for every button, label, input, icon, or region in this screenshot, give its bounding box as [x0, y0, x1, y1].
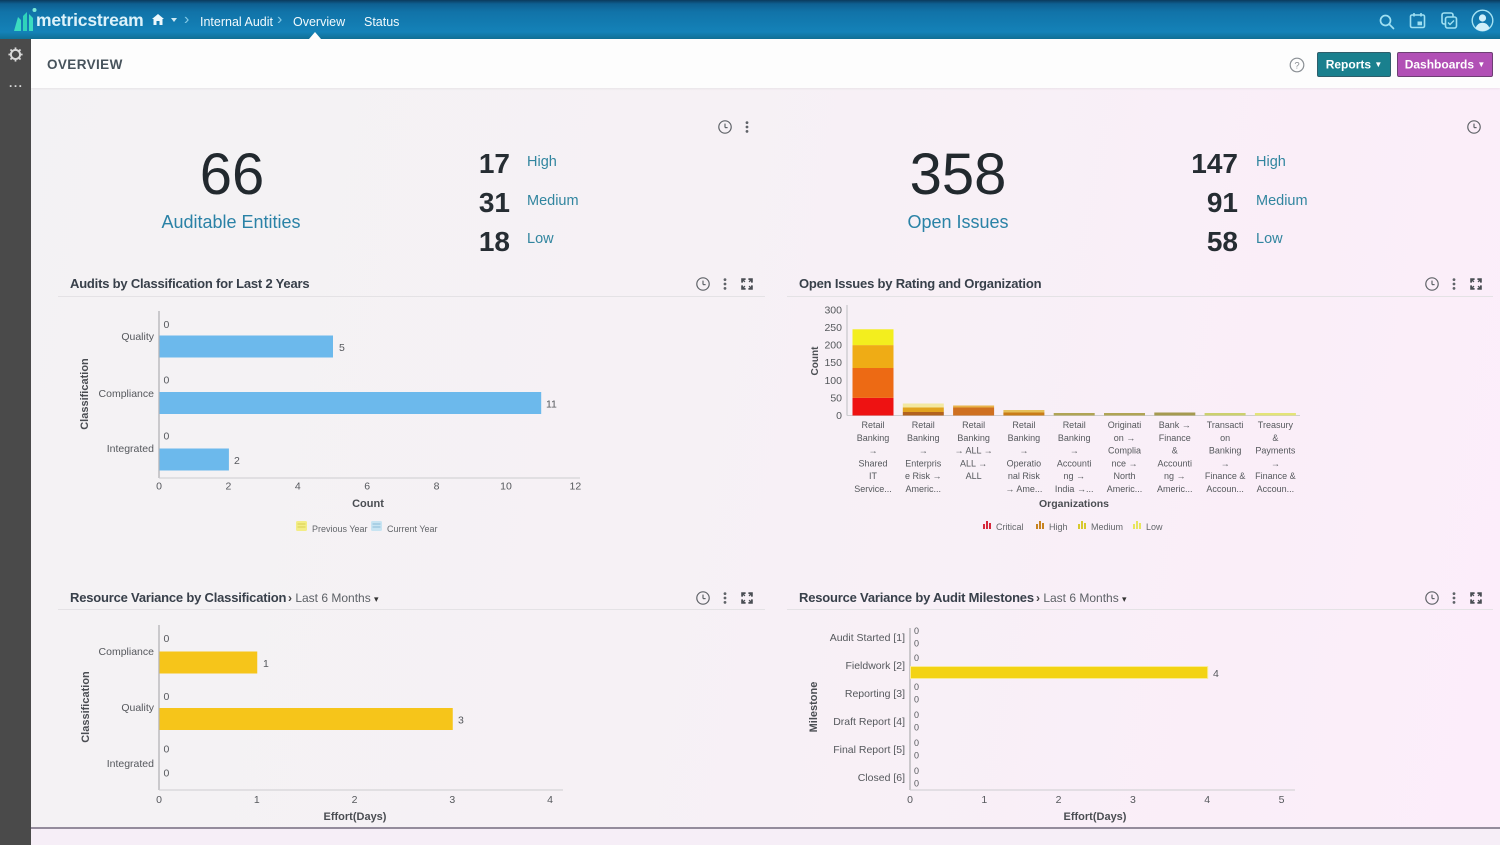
svg-text:150: 150	[824, 357, 842, 369]
svg-text:11: 11	[546, 399, 557, 411]
svg-text:2: 2	[234, 455, 240, 467]
svg-text:250: 250	[824, 322, 842, 334]
svg-text:Quality: Quality	[121, 331, 154, 343]
svg-text:0: 0	[914, 639, 919, 649]
svg-text:200: 200	[824, 340, 842, 352]
svg-text:Classification: Classification	[79, 358, 91, 430]
svg-text:0: 0	[914, 653, 919, 663]
svg-text:1: 1	[981, 794, 987, 806]
svg-text:3: 3	[1130, 794, 1136, 806]
svg-text:0: 0	[164, 768, 170, 780]
svg-text:Previous Year: Previous Year	[312, 524, 368, 534]
svg-text:100: 100	[824, 375, 842, 387]
svg-text:Compliance: Compliance	[99, 388, 155, 400]
svg-text:0: 0	[914, 751, 919, 761]
svg-text:0: 0	[914, 723, 919, 733]
svg-text:Current Year: Current Year	[387, 524, 438, 534]
svg-text:0: 0	[164, 633, 170, 645]
svg-text:Integrated: Integrated	[107, 443, 154, 455]
svg-text:Audit Started [1]: Audit Started [1]	[830, 632, 905, 644]
svg-text:Treasury&Payments→Finance &Acc: Treasury & Payments → Finance & Accoun...	[1255, 420, 1296, 494]
svg-text:12: 12	[570, 481, 582, 493]
svg-text:Quality: Quality	[121, 702, 154, 714]
svg-text:Medium: Medium	[1091, 522, 1123, 532]
svg-text:4: 4	[547, 794, 553, 806]
svg-text:0: 0	[156, 481, 162, 493]
svg-text:5: 5	[1279, 794, 1285, 806]
svg-text:Draft Report [4]: Draft Report [4]	[833, 716, 905, 728]
svg-text:4: 4	[1204, 794, 1210, 806]
svg-text:6: 6	[364, 481, 370, 493]
svg-text:0: 0	[164, 319, 170, 331]
svg-text:3: 3	[449, 794, 455, 806]
svg-text:1: 1	[263, 658, 269, 670]
svg-text:Milestone: Milestone	[808, 682, 820, 733]
svg-text:0: 0	[164, 431, 170, 443]
svg-text:Low: Low	[1146, 522, 1163, 532]
svg-text:4: 4	[1213, 668, 1219, 680]
svg-text:5: 5	[339, 342, 345, 354]
svg-text:0: 0	[156, 794, 162, 806]
svg-text:4: 4	[295, 481, 301, 493]
svg-text:Fieldwork [2]: Fieldwork [2]	[845, 660, 905, 672]
svg-text:0: 0	[836, 410, 842, 422]
svg-text:2: 2	[352, 794, 358, 806]
svg-text:Reporting [3]: Reporting [3]	[845, 688, 905, 700]
svg-text:Effort(Days): Effort(Days)	[324, 811, 387, 823]
svg-text:0: 0	[914, 695, 919, 705]
svg-text:Count: Count	[810, 346, 821, 376]
svg-text:0: 0	[914, 710, 919, 720]
svg-text:0: 0	[164, 744, 170, 756]
svg-text:0: 0	[164, 375, 170, 387]
svg-text:Critical: Critical	[996, 522, 1024, 532]
svg-text:Classification: Classification	[80, 671, 92, 743]
svg-text:2: 2	[225, 481, 231, 493]
svg-text:Organizations: Organizations	[1039, 498, 1109, 510]
svg-text:0: 0	[907, 794, 913, 806]
svg-text:1: 1	[254, 794, 260, 806]
svg-text:0: 0	[914, 766, 919, 776]
svg-text:50: 50	[830, 392, 842, 404]
svg-text:10: 10	[500, 481, 512, 493]
svg-text:8: 8	[434, 481, 440, 493]
svg-text:Compliance: Compliance	[99, 646, 155, 658]
svg-text:Count: Count	[352, 498, 384, 510]
svg-text:Closed [6]: Closed [6]	[858, 772, 905, 784]
svg-text:0: 0	[914, 626, 919, 636]
svg-text:0: 0	[914, 738, 919, 748]
svg-text:0: 0	[164, 691, 170, 703]
svg-text:0: 0	[914, 779, 919, 789]
svg-text:Final Report [5]: Final Report [5]	[833, 744, 905, 756]
svg-text:?: ?	[1294, 60, 1299, 71]
svg-text:Integrated: Integrated	[107, 758, 154, 770]
svg-text:High: High	[1049, 522, 1068, 532]
svg-text:2: 2	[1056, 794, 1062, 806]
svg-text:3: 3	[458, 715, 464, 727]
svg-text:300: 300	[824, 304, 842, 316]
svg-text:Effort(Days): Effort(Days)	[1064, 811, 1127, 823]
svg-text:0: 0	[914, 682, 919, 692]
